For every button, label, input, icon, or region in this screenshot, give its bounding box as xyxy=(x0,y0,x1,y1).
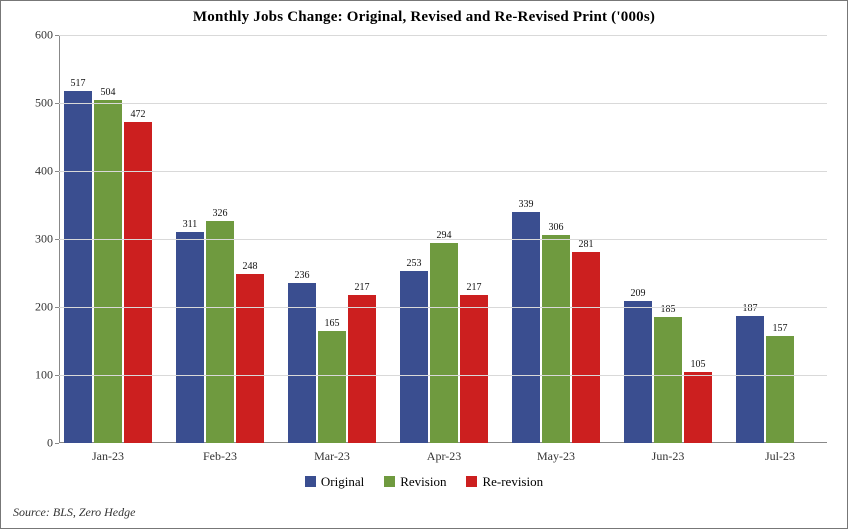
x-tick-label: Jul-23 xyxy=(765,449,795,464)
y-tick-mark xyxy=(55,103,59,104)
legend-swatch xyxy=(305,476,316,487)
source-text: Source: BLS, Zero Hedge xyxy=(13,505,135,520)
bar-revision xyxy=(654,317,682,443)
y-tick-mark xyxy=(55,307,59,308)
y-tick-mark xyxy=(55,171,59,172)
gridline xyxy=(59,103,827,104)
gridline xyxy=(59,239,827,240)
bar-value-label: 185 xyxy=(661,304,676,315)
bar-rerevision xyxy=(236,274,264,443)
bar-value-label: 281 xyxy=(579,239,594,250)
x-tick-label: Jun-23 xyxy=(652,449,685,464)
bar-revision xyxy=(206,221,234,443)
bar-revision xyxy=(318,331,346,443)
gridline xyxy=(59,35,827,36)
y-tick-label: 600 xyxy=(35,28,53,43)
gridline xyxy=(59,307,827,308)
y-tick-label: 200 xyxy=(35,300,53,315)
bar-value-label: 306 xyxy=(549,222,564,233)
bar-value-label: 248 xyxy=(243,261,258,272)
y-tick-label: 0 xyxy=(47,436,53,451)
bar-original xyxy=(400,271,428,443)
bar-value-label: 217 xyxy=(467,282,482,293)
legend-swatch xyxy=(466,476,477,487)
legend: Original Revision Re-revision xyxy=(1,473,847,491)
x-tick-label: Apr-23 xyxy=(427,449,461,464)
bar-value-label: 187 xyxy=(743,303,758,314)
y-tick-mark xyxy=(55,239,59,240)
bar-value-label: 236 xyxy=(295,270,310,281)
bar-value-label: 472 xyxy=(131,109,146,120)
bar-value-label: 504 xyxy=(101,87,116,98)
gridline xyxy=(59,171,827,172)
legend-item: Revision xyxy=(384,474,446,490)
bar-value-label: 209 xyxy=(631,288,646,299)
bar-original xyxy=(176,232,204,443)
bar-rerevision xyxy=(460,295,488,443)
legend-label: Revision xyxy=(400,474,446,489)
bar-revision xyxy=(542,235,570,443)
bar-value-label: 157 xyxy=(773,323,788,334)
bar-original xyxy=(64,91,92,443)
y-tick-mark xyxy=(55,35,59,36)
y-tick-label: 100 xyxy=(35,368,53,383)
x-tick-label: May-23 xyxy=(537,449,575,464)
bar-revision xyxy=(430,243,458,443)
bar-value-label: 217 xyxy=(355,282,370,293)
bar-value-label: 165 xyxy=(325,318,340,329)
y-tick-label: 400 xyxy=(35,164,53,179)
bar-revision xyxy=(766,336,794,443)
bar-value-label: 517 xyxy=(71,78,86,89)
y-tick-label: 500 xyxy=(35,96,53,111)
bar-original xyxy=(736,316,764,443)
bar-original xyxy=(512,212,540,443)
bar-value-label: 339 xyxy=(519,199,534,210)
legend-item: Original xyxy=(305,474,364,490)
bar-original xyxy=(624,301,652,443)
chart-title: Monthly Jobs Change: Original, Revised a… xyxy=(1,9,847,26)
plot-area: 517504472Jan-23311326248Feb-23236165217M… xyxy=(59,35,827,443)
bar-rerevision xyxy=(684,372,712,443)
bar-rerevision xyxy=(348,295,376,443)
gridline xyxy=(59,375,827,376)
bar-value-label: 105 xyxy=(691,359,706,370)
y-tick-mark xyxy=(55,375,59,376)
chart-frame: Monthly Jobs Change: Original, Revised a… xyxy=(0,0,848,529)
legend-label: Re-revision xyxy=(482,474,543,489)
bar-revision xyxy=(94,100,122,443)
x-tick-label: Mar-23 xyxy=(314,449,350,464)
legend-item: Re-revision xyxy=(466,474,543,490)
y-tick-mark xyxy=(55,443,59,444)
legend-swatch xyxy=(384,476,395,487)
x-tick-label: Feb-23 xyxy=(203,449,237,464)
x-tick-label: Jan-23 xyxy=(92,449,124,464)
bar-value-label: 253 xyxy=(407,258,422,269)
bar-rerevision xyxy=(572,252,600,443)
bar-value-label: 311 xyxy=(183,219,198,230)
bar-value-label: 326 xyxy=(213,208,228,219)
y-tick-label: 300 xyxy=(35,232,53,247)
legend-label: Original xyxy=(321,474,364,489)
